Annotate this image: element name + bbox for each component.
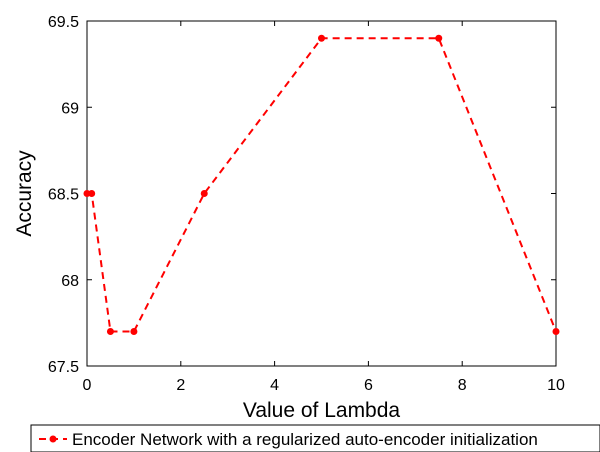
y-tick-label: 68.5: [48, 187, 79, 204]
data-point: [318, 34, 325, 42]
y-tick-label: 67.5: [48, 359, 79, 376]
plot-area: [86, 20, 557, 367]
data-point: [200, 190, 208, 197]
series-line: [87, 37, 557, 333]
data-point: [106, 328, 114, 335]
y-tick-label: 69.5: [48, 14, 79, 31]
legend: Encoder Network with a regularized auto-…: [30, 424, 600, 452]
y-tick-label: 68: [61, 273, 79, 290]
x-tick-label: 10: [547, 377, 565, 394]
y-tick-label: 69: [61, 100, 79, 117]
data-point: [88, 190, 96, 197]
x-axis-ticks: 0 2 4 6 8 10: [83, 21, 565, 394]
x-tick-label: 2: [176, 377, 185, 394]
x-tick-label: 8: [458, 377, 467, 394]
series-layer: [83, 34, 560, 335]
legend-box: [30, 424, 600, 452]
data-point: [130, 328, 138, 335]
legend-series-label: Encoder Network with a regularized auto-…: [72, 430, 538, 449]
x-tick-label: 0: [83, 377, 92, 394]
data-point: [435, 34, 443, 42]
y-axis-label: Accuracy: [13, 150, 36, 237]
data-point: [552, 328, 560, 335]
legend-series-marker: [49, 435, 57, 443]
x-axis-label: Value of Lambda: [243, 399, 401, 422]
x-tick-label: 6: [364, 377, 373, 394]
x-tick-label: 4: [270, 377, 279, 394]
